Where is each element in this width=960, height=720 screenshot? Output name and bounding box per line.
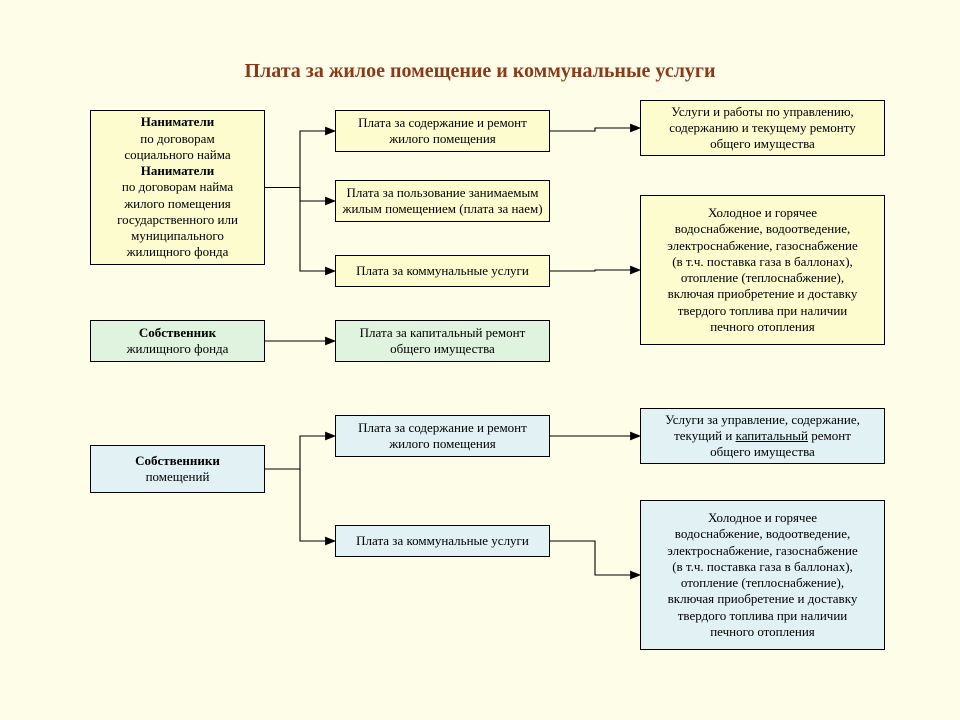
node-r4: Холодное и горячееводоснабжение, водоотв… [640,500,885,650]
node-n1-line: социального найма [124,147,230,163]
node-r2-line: водоснабжение, водоотведение, [675,221,850,237]
node-r4-line: твердого топлива при наличии [678,608,848,624]
node-r1-line: Услуги и работы по управлению, [671,104,854,120]
node-n1-line: Наниматели [141,163,214,179]
diagram-title: Плата за жилое помещение и коммунальные … [0,60,960,83]
node-m4-line: общего имущества [390,341,495,357]
node-r2-line: твердого топлива при наличии [678,303,848,319]
node-m5: Плата за содержание и ремонтжилого помещ… [335,415,550,457]
node-r2-line: отопление (теплоснабжение), [681,270,844,286]
node-n1-line: по договорам найма [122,179,233,195]
edge-m6-r4 [550,541,640,575]
node-m4: Плата за капитальный ремонтобщего имущес… [335,320,550,362]
node-m3: Плата за коммунальные услуги [335,255,550,287]
node-r3-line: общего имущества [710,444,815,460]
edge-n1-m1 [265,131,335,188]
node-r4-line: включая приобретение и доставку [668,591,858,607]
node-n3: Собственникипомещений [90,445,265,493]
node-n1-line: по договорам [140,131,214,147]
node-r1-line: содержанию и текущему ремонту [669,120,855,136]
node-r2-line: электроснабжение, газоснабжение [667,238,858,254]
edge-n3-m6 [265,469,335,541]
node-n1: Нанимателипо договорамсоциального наймаН… [90,110,265,265]
node-m5-line: Плата за содержание и ремонт [358,420,527,436]
node-m6-line: Плата за коммунальные услуги [356,533,529,549]
node-n3-line: помещений [146,469,210,485]
node-r3-line: Услуги за управление, содержание, [665,412,860,428]
node-r4-line: отопление (теплоснабжение), [681,575,844,591]
node-n2: Собственникжилищного фонда [90,320,265,362]
edge-m3-r2 [550,270,640,271]
node-m1: Плата за содержание и ремонтжилого помещ… [335,110,550,152]
node-n2-line: Собственник [139,325,216,341]
node-r2: Холодное и горячееводоснабжение, водоотв… [640,195,885,345]
node-m2-line: жилым помещением (плата за наем) [342,201,542,217]
node-m6: Плата за коммунальные услуги [335,525,550,557]
node-r2-line: Холодное и горячее [708,205,817,221]
node-m3-line: Плата за коммунальные услуги [356,263,529,279]
node-r1-line: общего имущества [710,136,815,152]
node-r4-line: Холодное и горячее [708,510,817,526]
node-r3-line: текущий и капитальный ремонт [674,428,851,444]
node-n1-line: государственного или [117,212,238,228]
edge-n1-m3 [265,188,335,272]
node-r4-line: печного отопления [710,624,815,640]
node-m1-line: Плата за содержание и ремонт [358,115,527,131]
node-r3: Услуги за управление, содержание,текущий… [640,408,885,464]
node-n2-line: жилищного фонда [127,341,229,357]
node-r2-line: печного отопления [710,319,815,335]
edge-n3-m5 [265,436,335,469]
node-n1-line: Наниматели [141,114,214,130]
node-m5-line: жилого помещения [389,436,496,452]
node-r2-line: (в т.ч. поставка газа в баллонах), [672,254,853,270]
node-n3-line: Собственники [135,453,220,469]
edge-n1-m2 [265,188,335,202]
edge-m1-r1 [550,128,640,131]
node-m1-line: жилого помещения [389,131,496,147]
node-r4-line: (в т.ч. поставка газа в баллонах), [672,559,853,575]
node-m2: Плата за пользование занимаемымжилым пом… [335,180,550,222]
node-r1: Услуги и работы по управлению,содержанию… [640,100,885,156]
node-n1-line: муниципального [131,228,224,244]
node-r2-line: включая приобретение и доставку [668,286,858,302]
node-n1-line: жилого помещения [124,196,231,212]
node-m2-line: Плата за пользование занимаемым [347,185,539,201]
node-m4-line: Плата за капитальный ремонт [360,325,526,341]
node-r4-line: водоснабжение, водоотведение, [675,526,850,542]
node-r4-line: электроснабжение, газоснабжение [667,543,858,559]
node-n1-line: жилищного фонда [127,244,229,260]
